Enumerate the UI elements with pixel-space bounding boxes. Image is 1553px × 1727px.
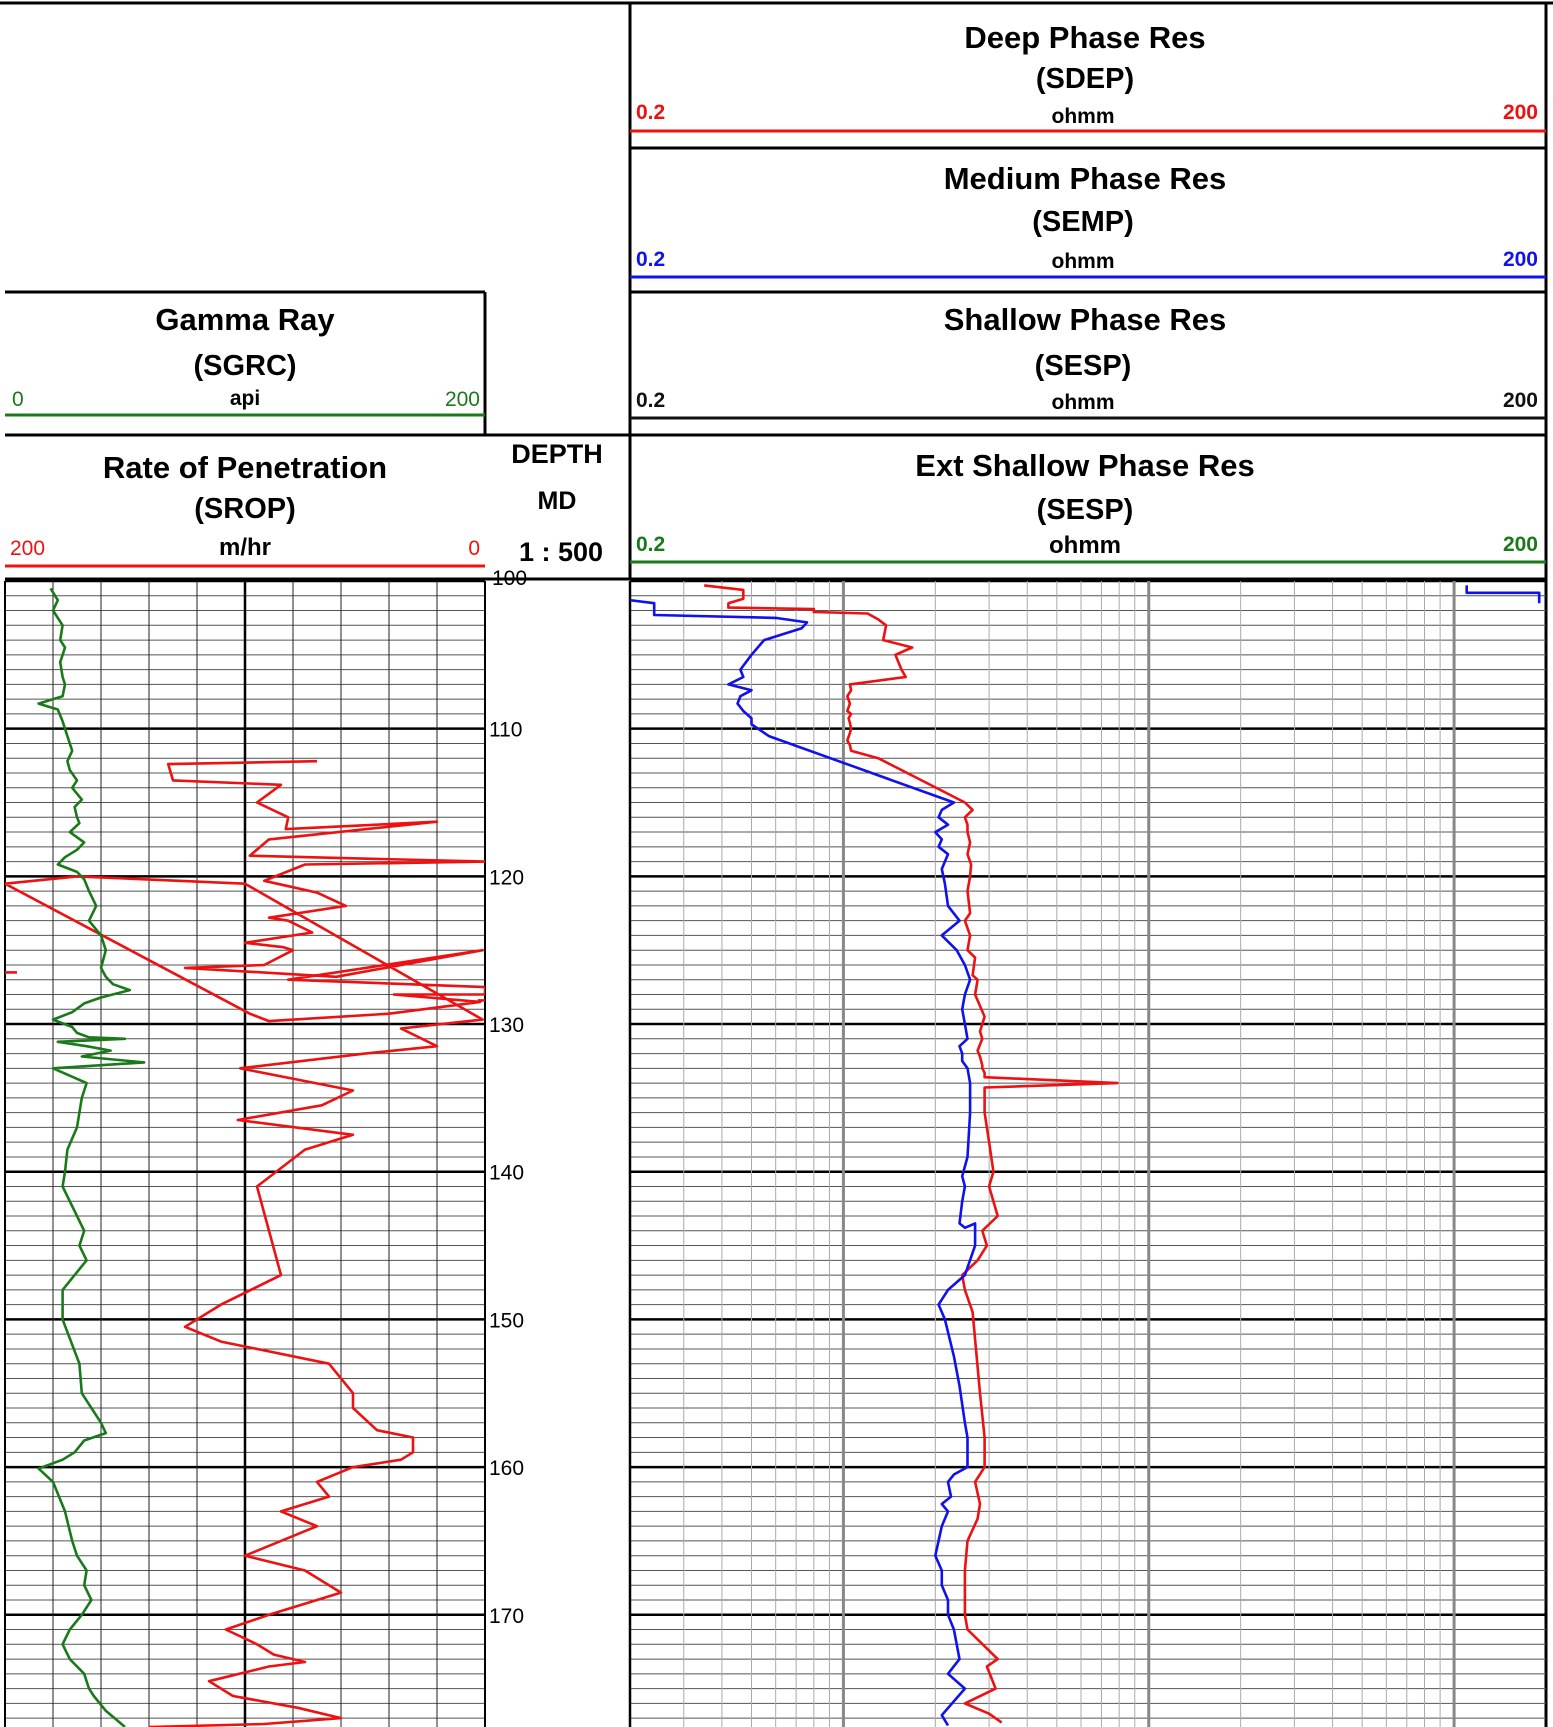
semp-unit: ohmm [1052,250,1115,273]
sdep-scale-left: 0.2 [636,101,665,124]
depth-tick-label: 160 [489,1457,524,1480]
rop-scale-left: 200 [10,537,45,560]
sdep-top-curve [1465,585,1541,604]
sesp-mnemonic: (SESP) [1035,350,1132,382]
semp-scale-left: 0.2 [636,248,665,271]
rop-title: Rate of Penetration [103,450,387,485]
semp-curve [630,598,977,1727]
sesp-scale-right: 200 [1503,389,1538,412]
exsesp-scale-left: 0.2 [636,533,665,556]
gr-mnemonic: (SGRC) [193,350,296,382]
depth-tick-label: 110 [489,719,522,742]
rop-curve [5,759,485,1727]
sdep-unit: ohmm [1052,105,1115,128]
log-body: 110 120 130 140 150 160 170 100 [4,567,1546,1727]
rop-scale-right: 0 [468,537,480,560]
depth-tick-label: 170 [489,1605,524,1628]
sdep-title: Deep Phase Res [964,20,1205,55]
depth-tick-label: 150 [489,1309,524,1332]
sdep-curve [704,584,1119,1724]
sesp-unit: ohmm [1052,391,1115,414]
gamma-ray-curve [37,587,146,1727]
rop-unit: m/hr [219,534,271,561]
gr-title: Gamma Ray [155,302,335,337]
exsesp-mnemonic: (SESP) [1037,494,1134,526]
rop-mnemonic: (SROP) [194,493,296,525]
exsesp-scale-right: 200 [1503,533,1538,556]
sesp-title: Shallow Phase Res [944,302,1227,337]
sdep-mnemonic: (SDEP) [1036,63,1134,95]
gr-scale-right: 200 [445,388,480,411]
depth-tick-label: 130 [489,1014,524,1037]
sesp-scale-left: 0.2 [636,389,665,412]
semp-scale-right: 200 [1503,248,1538,271]
gr-unit: api [230,387,260,410]
sdep-scale-right: 200 [1503,101,1538,124]
depth-title: DEPTH [511,439,603,469]
depth-scale: 1 : 500 [519,537,603,567]
semp-mnemonic: (SEMP) [1032,206,1134,238]
exsesp-title: Ext Shallow Phase Res [915,448,1254,483]
gr-scale-left: 0 [12,388,24,411]
depth-tick-label-clipped: 100 [492,567,527,590]
depth-tick-label: 140 [489,1162,524,1185]
exsesp-unit: ohmm [1049,532,1121,559]
depth-tick-label: 120 [489,866,524,889]
semp-title: Medium Phase Res [944,161,1227,196]
depth-reference: MD [538,487,577,515]
